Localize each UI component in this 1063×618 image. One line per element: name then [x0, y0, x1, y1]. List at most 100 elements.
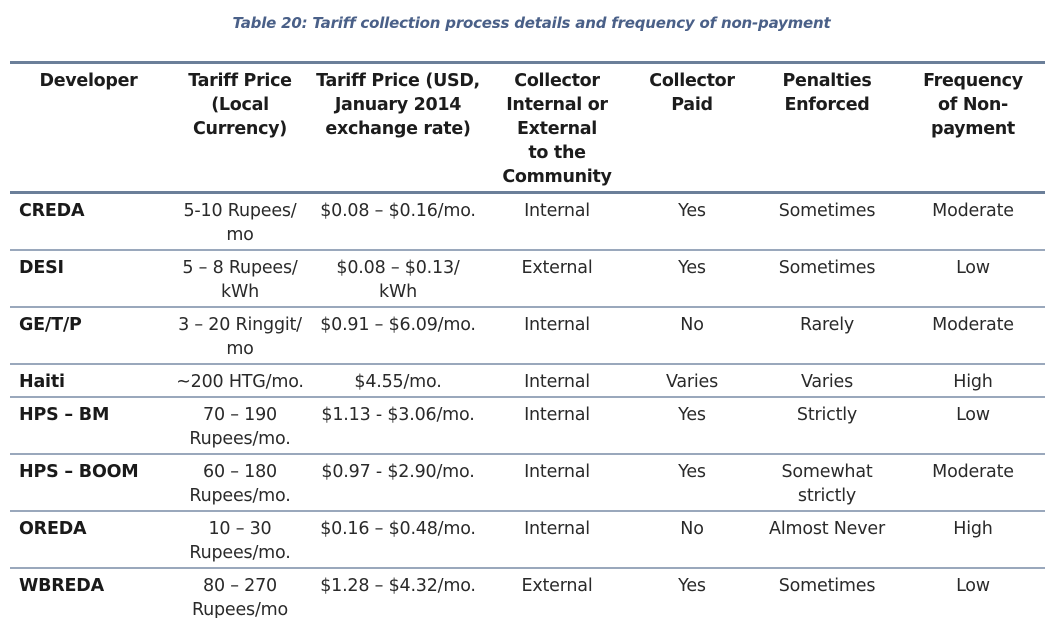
- cell-usd-price: $0.08 – $0.16/mo.: [313, 193, 483, 251]
- cell-penalties: Somewhat strictly: [753, 454, 901, 511]
- cell-usd-price: $1.13 - $3.06/mo.: [313, 397, 483, 454]
- header-line: Collector: [649, 71, 735, 91]
- header-collector-paid: Collector Paid: [631, 63, 753, 193]
- table-row: HPS – BM 70 – 190 Rupees/mo. $1.13 - $3.…: [10, 397, 1045, 454]
- cell-collector-location: Internal: [524, 372, 590, 392]
- cell-line: Rarely: [799, 315, 855, 335]
- header-line: exchange rate): [325, 119, 471, 139]
- cell-collector-paid: Yes: [678, 258, 706, 278]
- cell-developer: HPS – BM: [19, 405, 110, 425]
- cell-collector-location: Internal: [524, 405, 590, 425]
- cell-penalties: Varies: [753, 364, 901, 397]
- header-line: Tariff Price: [188, 71, 292, 91]
- header-line: Developer: [39, 71, 138, 91]
- cell-local-price: 60 – 180 Rupees/mo.: [167, 454, 313, 511]
- cell-penalties: Rarely: [753, 307, 901, 364]
- cell-line: 3 – 20 Ringgit/: [178, 315, 302, 335]
- table-row: WBREDA 80 – 270 Rupees/mo $1.28 – $4.32/…: [10, 568, 1045, 618]
- cell-line: Sometimes: [778, 258, 876, 278]
- cell-penalties: Sometimes: [753, 250, 901, 307]
- header-line: payment: [930, 119, 1016, 139]
- cell-non-payment: Low: [956, 405, 990, 425]
- table-body: CREDA 5-10 Rupees/ mo $0.08 – $0.16/mo. …: [10, 193, 1045, 618]
- cell-line: $0.97 - $2.90/mo.: [321, 462, 475, 482]
- cell-line: 5-10 Rupees/: [183, 201, 297, 221]
- cell-line: $1.28 – $4.32/mo.: [320, 576, 476, 596]
- cell-developer: DESI: [19, 258, 64, 278]
- cell-local-price: 10 – 30 Rupees/mo.: [167, 511, 313, 568]
- table-row: Haiti ~200 HTG/mo. $4.55/mo. Internal Va…: [10, 364, 1045, 397]
- cell-usd-price: $0.08 – $0.13/ kWh: [313, 250, 483, 307]
- cell-line: Rupees/mo.: [189, 429, 291, 449]
- header-line: Currency): [193, 119, 287, 139]
- header-row: Developer Tariff Price (Local Currency) …: [10, 62, 1045, 193]
- cell-line: Sometimes: [778, 576, 876, 596]
- cell-penalties: Sometimes: [753, 193, 901, 251]
- header-non-payment: Frequency of Non- payment: [901, 63, 1045, 193]
- header-line: Penalties: [782, 71, 872, 91]
- cell-line: $0.91 – $6.09/mo.: [320, 315, 476, 335]
- cell-line: 10 – 30: [208, 519, 272, 539]
- cell-line: Rupees/mo: [191, 600, 289, 618]
- cell-usd-price: $0.97 - $2.90/mo.: [313, 454, 483, 511]
- cell-line: mo: [226, 225, 254, 245]
- cell-developer: Haiti: [19, 372, 65, 392]
- header-line: of Non-: [937, 95, 1009, 115]
- cell-collector-location: Internal: [524, 201, 590, 221]
- header-line: Tariff Price (USD,: [316, 71, 480, 91]
- cell-collector-location: Internal: [524, 315, 590, 335]
- cell-line: kWh: [379, 282, 417, 302]
- cell-developer: CREDA: [19, 201, 85, 221]
- cell-line: 70 – 190: [203, 405, 277, 425]
- cell-local-price: 5 – 8 Rupees/ kWh: [167, 250, 313, 307]
- cell-usd-price: $0.16 – $0.48/mo.: [313, 511, 483, 568]
- tariff-table: Developer Tariff Price (Local Currency) …: [10, 61, 1045, 618]
- header-line: Frequency: [923, 71, 1023, 91]
- header-collector-location: Collector Internal or External to the Co…: [483, 63, 631, 193]
- table-caption: Table 20: Tariff collection process deta…: [232, 14, 831, 32]
- cell-collector-location: External: [521, 258, 593, 278]
- cell-penalties: Strictly: [753, 397, 901, 454]
- cell-line: Varies: [800, 372, 854, 392]
- header-line: (Local: [211, 95, 269, 115]
- cell-collector-location: External: [521, 576, 593, 596]
- cell-collector-paid: Yes: [678, 462, 706, 482]
- header-line: Internal or: [506, 95, 608, 115]
- cell-line: $0.08 – $0.16/mo.: [320, 201, 476, 221]
- cell-non-payment: Moderate: [932, 201, 1014, 221]
- cell-line: mo: [226, 339, 254, 359]
- cell-local-price: 5-10 Rupees/ mo: [167, 193, 313, 251]
- cell-line: Strictly: [796, 405, 858, 425]
- cell-collector-paid: Yes: [678, 405, 706, 425]
- cell-usd-price: $1.28 – $4.32/mo.: [313, 568, 483, 618]
- cell-local-price: 80 – 270 Rupees/mo: [167, 568, 313, 618]
- cell-collector-paid: No: [680, 519, 704, 539]
- cell-local-price: 70 – 190 Rupees/mo.: [167, 397, 313, 454]
- cell-non-payment: Moderate: [932, 462, 1014, 482]
- cell-non-payment: Moderate: [932, 315, 1014, 335]
- cell-developer: HPS – BOOM: [19, 462, 139, 482]
- header-line: to the: [528, 143, 586, 163]
- table-row: HPS – BOOM 60 – 180 Rupees/mo. $0.97 - $…: [10, 454, 1045, 511]
- cell-line: 60 – 180: [203, 462, 277, 482]
- cell-non-payment: Low: [956, 576, 990, 596]
- cell-line: Rupees/mo.: [189, 486, 291, 506]
- cell-line: Almost Never: [769, 519, 885, 539]
- cell-line: $4.55/mo.: [354, 372, 442, 392]
- cell-line: $1.13 - $3.06/mo.: [321, 405, 475, 425]
- cell-developer: OREDA: [19, 519, 87, 539]
- cell-usd-price: $0.91 – $6.09/mo.: [313, 307, 483, 364]
- header-line: January 2014: [334, 95, 462, 115]
- cell-line: Sometimes: [778, 201, 876, 221]
- cell-line: Somewhat: [781, 462, 873, 482]
- table-row: OREDA 10 – 30 Rupees/mo. $0.16 – $0.48/m…: [10, 511, 1045, 568]
- cell-non-payment: High: [953, 372, 993, 392]
- cell-developer: WBREDA: [19, 576, 104, 596]
- cell-line: 80 – 270: [203, 576, 277, 596]
- table-row: CREDA 5-10 Rupees/ mo $0.08 – $0.16/mo. …: [10, 193, 1045, 251]
- cell-non-payment: Low: [956, 258, 990, 278]
- header-usd-price: Tariff Price (USD, January 2014 exchange…: [313, 63, 483, 193]
- header-line: External: [517, 119, 597, 139]
- table-row: GE/T/P 3 – 20 Ringgit/ mo $0.91 – $6.09/…: [10, 307, 1045, 364]
- header-line: Community: [502, 167, 612, 187]
